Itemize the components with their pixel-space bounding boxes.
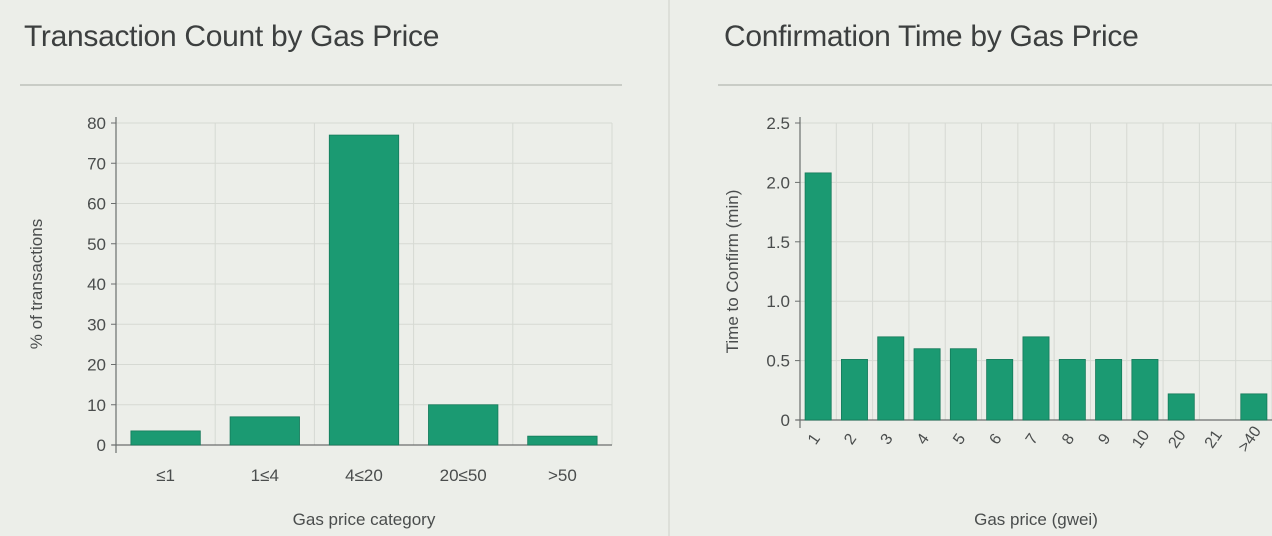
x-tick-label: 1 — [805, 431, 824, 448]
x-tick-label: 20≤50 — [440, 466, 487, 485]
x-tick-label: 4 — [914, 431, 933, 448]
y-tick-label: 2.0 — [766, 173, 790, 192]
bar — [913, 348, 941, 421]
x-tick-label: >40 — [1235, 423, 1265, 455]
bar — [229, 416, 300, 446]
title-divider — [20, 84, 622, 86]
x-tick-label: ≤1 — [156, 466, 175, 485]
x-tick-label: 21 — [1202, 427, 1226, 451]
x-tick-label: >50 — [548, 466, 577, 485]
x-axis-label: Gas price category — [293, 510, 436, 529]
transaction-count-panel: Transaction Count by Gas Price 0 10 20 30 40… — [20, 20, 622, 529]
chart-title: Confirmation Time by Gas Price — [724, 20, 1139, 53]
y-tick-label: 0 — [97, 436, 106, 455]
bar — [428, 404, 499, 446]
y-tick-label: 20 — [87, 356, 106, 375]
y-tick-label: 40 — [87, 275, 106, 294]
chart-title: Transaction Count by Gas Price — [24, 20, 440, 53]
x-tick-label: 2 — [841, 431, 860, 448]
bar — [804, 172, 832, 421]
transaction-count-chart: 0 10 20 30 40 50 60 70 80 ≤1 1≤4 4≤20 20≤50 >50 Gas pr… — [27, 114, 613, 529]
x-tick-label: 9 — [1095, 431, 1114, 448]
y-tick-label: 0.5 — [766, 352, 790, 371]
y-tick-label: 1.5 — [766, 233, 790, 252]
y-tick-label: 10 — [87, 396, 106, 415]
y-axis-label: % of transactions — [27, 219, 46, 349]
y-axis-label: Time to Confirm (min) — [723, 190, 742, 354]
y-tick-label: 80 — [87, 114, 106, 133]
x-tick-label: 4≤20 — [345, 466, 383, 485]
confirmation-time-chart: 0 0.5 1.0 1.5 2.0 2.5 1 2 3 4 5 6 7 8 9 10 20 21 >40 Gas pr… — [723, 114, 1272, 529]
y-tick-label: 50 — [87, 235, 106, 254]
confirmation-time-panel: Confirmation Time by Gas Price 0 0.5 1.0 1.… — [688, 0, 1272, 536]
y-tick-label: 30 — [87, 315, 106, 334]
y-tick-label: 70 — [87, 154, 106, 173]
bar — [1022, 336, 1050, 421]
y-tick-label: 60 — [87, 195, 106, 214]
x-tick-label: 20 — [1165, 427, 1189, 451]
bar — [840, 359, 868, 421]
title-divider — [718, 84, 1272, 86]
x-tick-label: 1≤4 — [251, 466, 279, 485]
x-tick-label: 5 — [950, 431, 969, 448]
bar — [527, 435, 598, 446]
x-tick-label: 3 — [878, 431, 897, 448]
bar — [986, 359, 1014, 421]
x-tick-label: 6 — [986, 431, 1005, 448]
panel-divider — [668, 0, 670, 536]
x-tick-label: 8 — [1059, 431, 1078, 448]
y-tick-label: 2.5 — [766, 114, 790, 133]
x-tick-label: 7 — [1023, 431, 1042, 448]
bar — [130, 430, 201, 446]
y-tick-label: 1.0 — [766, 292, 790, 311]
y-tick-label: 0 — [781, 411, 790, 430]
bar — [1058, 359, 1086, 421]
bar — [877, 336, 905, 421]
bar — [1095, 359, 1123, 421]
bar — [1131, 359, 1159, 421]
bar — [1167, 393, 1195, 421]
x-tick-label: 10 — [1129, 427, 1153, 451]
bar — [949, 348, 977, 421]
x-axis-label: Gas price (gwei) — [974, 510, 1098, 529]
bar — [1240, 393, 1268, 421]
bar — [328, 134, 400, 446]
